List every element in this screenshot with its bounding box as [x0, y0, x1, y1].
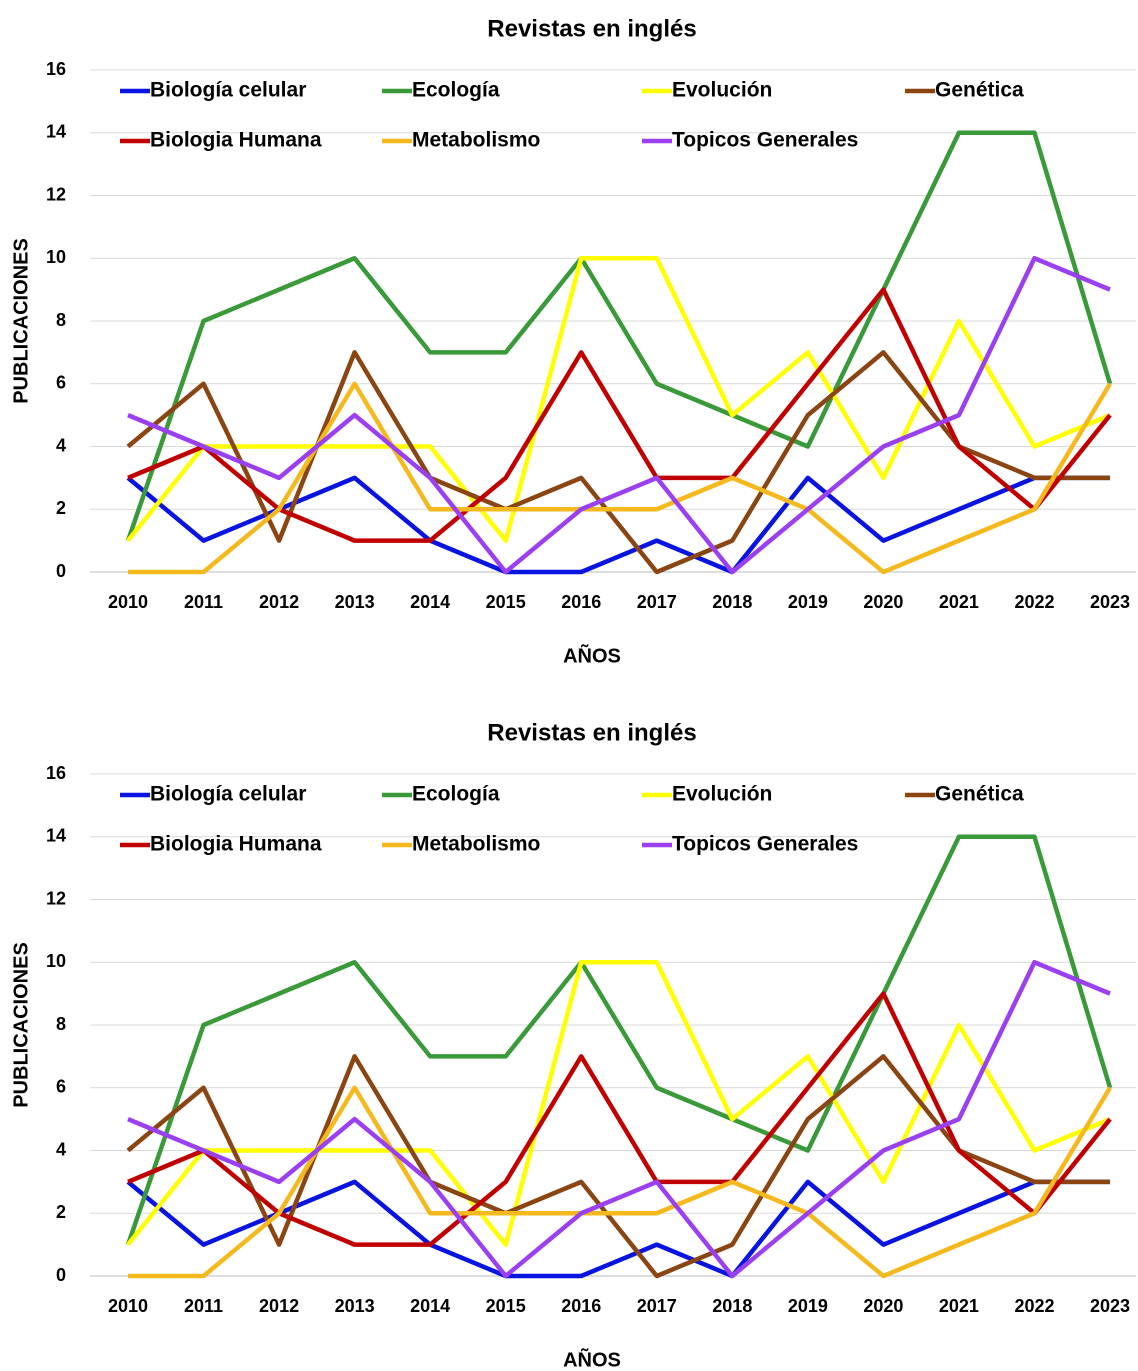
legend-label: Metabolismo: [412, 833, 540, 856]
series-line: [126, 350, 1110, 575]
x-tick-label: 2015: [486, 1296, 526, 1316]
legend-label: Biologia Humana: [150, 833, 322, 856]
y-tick-label: 6: [56, 1077, 66, 1097]
chart-title: Revistas en inglés: [487, 719, 696, 746]
legend-label: Genética: [935, 783, 1024, 806]
y-tick-label: 12: [46, 184, 66, 204]
legend-label: Ecología: [412, 783, 500, 806]
series-line: [125, 834, 1113, 1246]
x-axis-label: AÑOS: [563, 644, 621, 667]
x-tick-label: 2020: [863, 1296, 903, 1316]
legend-label: Topicos Generales: [672, 129, 858, 152]
x-tick-label: 2019: [788, 592, 828, 612]
series-line: [126, 1054, 1110, 1279]
x-tick-label: 2019: [788, 1296, 828, 1316]
y-tick-label: 16: [46, 763, 66, 783]
series-line: [128, 381, 1112, 575]
y-tick-label: 14: [46, 826, 66, 846]
x-tick-label: 2013: [335, 592, 375, 612]
legend-label: Biologia Humana: [150, 129, 322, 152]
series-line: [127, 256, 1111, 575]
legend-label: Genética: [935, 79, 1024, 102]
series-line: [127, 960, 1111, 1279]
series-line: [128, 1085, 1112, 1279]
y-tick-label: 0: [56, 561, 66, 581]
y-tick-label: 14: [46, 122, 66, 142]
x-tick-label: 2017: [637, 1296, 677, 1316]
y-tick-label: 2: [56, 498, 66, 518]
x-tick-label: 2012: [259, 1296, 299, 1316]
x-tick-label: 2020: [863, 592, 903, 612]
legend-label: Biología celular: [150, 783, 306, 806]
x-tick-label: 2017: [637, 592, 677, 612]
series-line: [125, 130, 1113, 542]
legend-label: Biología celular: [150, 79, 306, 102]
y-tick-label: 16: [46, 59, 66, 79]
legend-label: Evolución: [672, 783, 772, 806]
x-tick-label: 2018: [712, 1296, 752, 1316]
legend-label: Evolución: [672, 79, 772, 102]
x-tick-label: 2014: [410, 592, 450, 612]
x-tick-label: 2023: [1090, 592, 1130, 612]
x-tick-label: 2021: [939, 592, 979, 612]
x-tick-label: 2016: [561, 1296, 601, 1316]
y-tick-label: 10: [46, 247, 66, 267]
x-tick-label: 2011: [184, 592, 223, 612]
x-tick-label: 2023: [1090, 1296, 1130, 1316]
y-tick-label: 6: [56, 373, 66, 393]
x-tick-label: 2022: [1014, 592, 1054, 612]
y-tick-label: 2: [56, 1202, 66, 1222]
x-tick-label: 2013: [335, 1296, 375, 1316]
x-tick-label: 2012: [259, 592, 299, 612]
x-tick-label: 2014: [410, 1296, 450, 1316]
series-line: [126, 960, 1111, 1247]
x-tick-label: 2011: [184, 1296, 223, 1316]
y-tick-label: 8: [56, 1014, 66, 1034]
chart: Revistas en inglés AÑOS PUBLICACIONES 0 2 4 6 8…: [10, 719, 1136, 1371]
chart-title: Revistas en inglés: [487, 15, 696, 42]
x-tick-label: 2010: [108, 592, 148, 612]
legend-label: Ecología: [412, 79, 500, 102]
x-tick-label: 2016: [561, 592, 601, 612]
y-tick-label: 12: [46, 888, 66, 908]
y-tick-label: 4: [56, 1139, 66, 1159]
x-tick-label: 2015: [486, 592, 526, 612]
y-tick-label: 0: [56, 1265, 66, 1285]
x-axis-label: AÑOS: [563, 1348, 621, 1371]
y-tick-label: 8: [56, 310, 66, 330]
series-line: [126, 256, 1111, 543]
y-tick-label: 10: [46, 951, 66, 971]
x-tick-label: 2021: [939, 1296, 979, 1316]
y-axis-label: PUBLICACIONES: [10, 942, 32, 1108]
x-tick-label: 2018: [712, 592, 752, 612]
y-axis-label: PUBLICACIONES: [10, 238, 32, 404]
x-tick-label: 2022: [1014, 1296, 1054, 1316]
y-tick-label: 4: [56, 435, 66, 455]
legend-label: Topicos Generales: [672, 833, 858, 856]
x-tick-label: 2010: [108, 1296, 148, 1316]
chart: Revistas en inglés AÑOS PUBLICACIONES 0 2 4 6 8…: [10, 15, 1136, 667]
legend-label: Metabolismo: [412, 129, 540, 152]
